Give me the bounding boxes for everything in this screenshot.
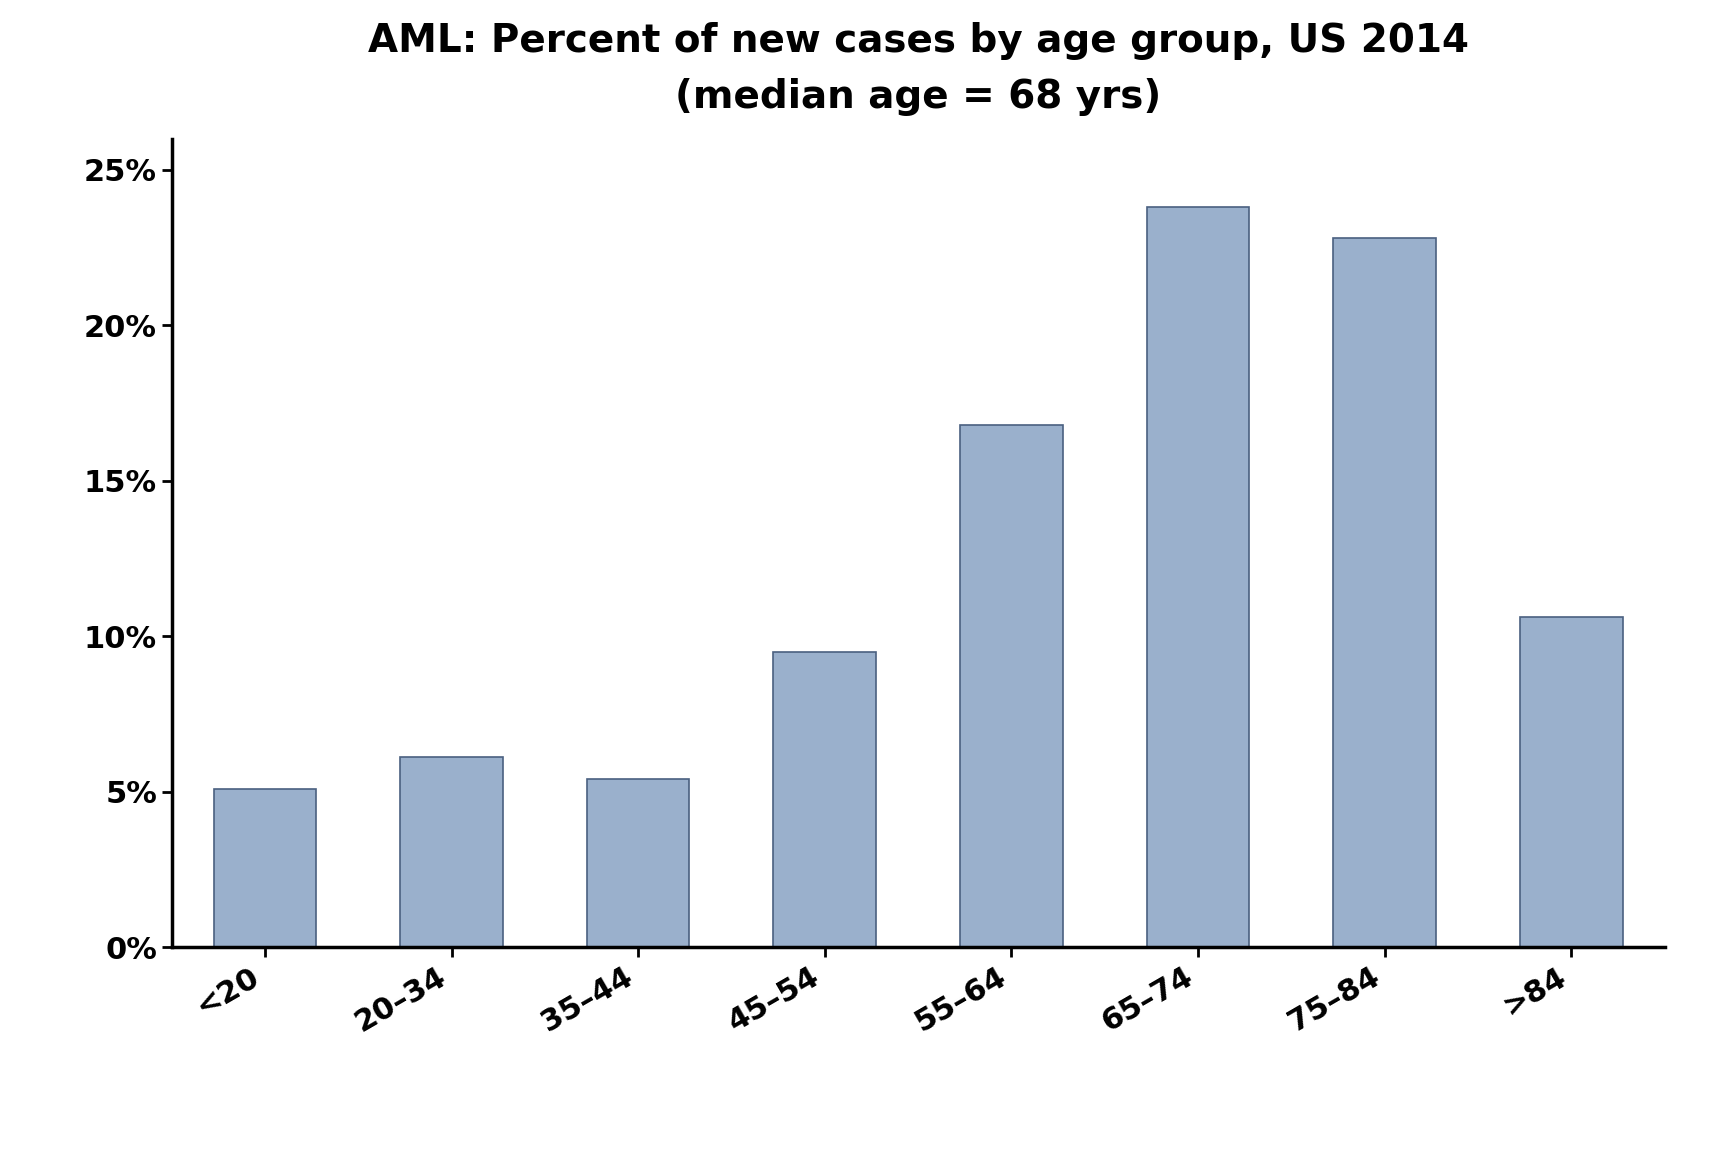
- Bar: [959, 425, 1062, 947]
- Bar: [213, 789, 316, 947]
- Bar: [400, 758, 503, 947]
- Title: AML: Percent of new cases by age group, US 2014
(median age = 68 yrs): AML: Percent of new cases by age group, …: [367, 22, 1469, 116]
- Bar: [1333, 238, 1436, 947]
- Bar: [774, 651, 877, 947]
- Bar: [587, 780, 690, 947]
- Bar: [1146, 207, 1249, 947]
- Bar: [1520, 618, 1623, 947]
